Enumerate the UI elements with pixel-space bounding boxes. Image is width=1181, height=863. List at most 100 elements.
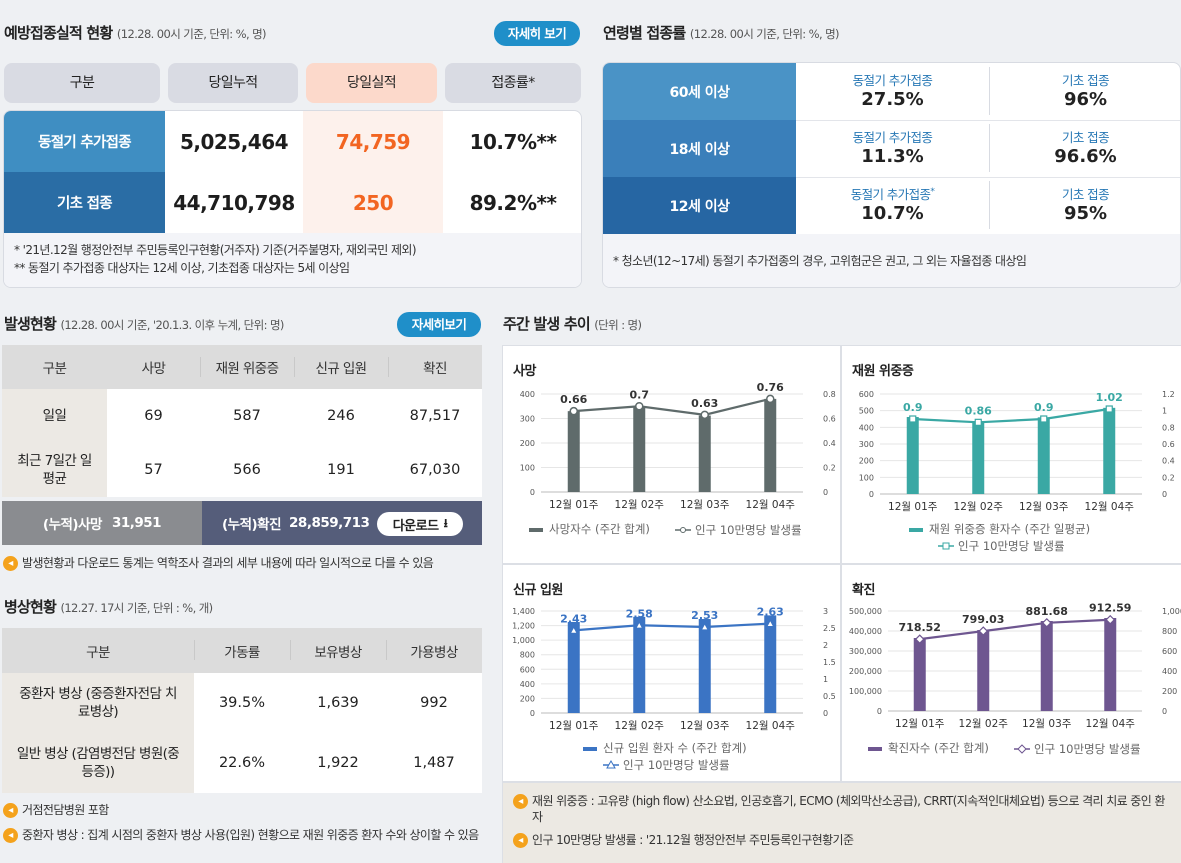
rate-line (573, 397, 771, 416)
y-tick-label: 100 (520, 464, 535, 473)
vaccination-table: 동절기 추가접종 5,025,464 74,759 10.7%** 기초 접종 … (3, 110, 582, 288)
y2-tick-label: 2 (823, 641, 828, 650)
y2-tick-label: 0.2 (1162, 473, 1175, 482)
y-tick-label: 0 (530, 488, 535, 497)
bar (972, 421, 985, 494)
bar (567, 411, 580, 492)
vacc-row-winter-cum: 5,025,464 (179, 129, 289, 154)
rate-label: 0.9 (1034, 401, 1054, 414)
rate-point (766, 394, 775, 404)
x-tick-label: 12월 03주 (680, 720, 730, 732)
y2-tick-label: 400 (1162, 667, 1177, 676)
bar (1040, 621, 1053, 711)
y2-tick-label: 0.5 (823, 692, 836, 701)
y2-tick-label: 0.4 (1162, 457, 1175, 466)
age-18-basic: 기초 접종 96.6% (1054, 130, 1117, 167)
bar (567, 621, 580, 713)
y-tick-label: 400 (520, 390, 535, 399)
chart-death-title: 사망 (513, 364, 536, 379)
x-tick-label: 12월 01주 (549, 720, 599, 732)
vacc-row-basic-daily: 250 (303, 172, 443, 233)
x-tick-label: 12월 04주 (746, 720, 796, 732)
x-tick-label: 12월 02주 (615, 499, 665, 511)
bar (764, 398, 777, 492)
age-12-label: 12세 이상 (603, 177, 796, 234)
weekly-note-2: ◂ 인구 10만명당 발생률 : '21.12월 행정안전부 주민등록인구현황기준 (513, 831, 1169, 849)
occurrence-note: ◂ 발생현황과 다운로드 통계는 역학조사 결과의 세부 내용에 따라 일시적으로… (3, 554, 434, 572)
vacc-row-basic-cum: 44,710,798 (173, 190, 295, 215)
age-rate-table: 60세 이상 18세 이상 12세 이상 동절기 추가접종 27.5% 기초 접종… (602, 62, 1181, 288)
bar (913, 638, 926, 711)
legend-bar-swatch (583, 747, 597, 751)
age-12-booster: 동절기 추가접종* 10.7% (850, 186, 935, 224)
legend-bar-label: 확진자수 (주간 합계) (888, 741, 989, 755)
rate-point (909, 415, 917, 423)
y-tick-label: 600 (859, 390, 874, 399)
chart-admission-svg: 0 200 400 600 800 1,000 1,200 1,400 0 0.5 1 1.5 2 2.5… (512, 606, 836, 772)
vaccination-detail-button[interactable]: 자세히 보기 (494, 21, 580, 46)
y2-tick-label: 200 (1162, 687, 1177, 696)
y-tick-label: 300,000 (849, 647, 882, 656)
occ-header-severe: 재원 위중증 (200, 345, 294, 389)
chart-death: 사망 0 100 200 300 400 0 0.2 0.4 0.6 0.8 12월 01주 12월 … (503, 346, 840, 563)
x-tick-label: 12월 02주 (615, 720, 665, 732)
weekly-note-1: ◂ 재원 위중증 : 고유량 (high flow) 산소요법, 인공호흡기, E… (513, 793, 1169, 825)
x-tick-label: 12월 03주 (1019, 501, 1069, 513)
x-tick-label: 12월 03주 (1022, 718, 1072, 730)
vacc-note-1: * '21년.12월 행정안전부 주민등록인구현황(거주자) 기준(거주불명자,… (14, 243, 417, 257)
occ-daily-admission: 246 (327, 408, 355, 424)
occurrence-title: 발생현황 (12.28. 00시 기준, '20.1.3. 이후 누계, 단위:… (4, 315, 284, 333)
bar (906, 417, 919, 494)
vaccination-title: 예방접종실적 현황 (12.28. 00시 기준, 단위: %, 명) (4, 24, 267, 42)
occ-week-death: 57 (144, 462, 163, 478)
y-tick-label: 200 (859, 457, 874, 466)
bed-general-available: 1,487 (413, 755, 455, 771)
bed-header-available: 가용병상 (386, 628, 482, 673)
bar (1037, 417, 1050, 494)
rate-label: 0.76 (757, 381, 784, 394)
rate-label: 799.03 (962, 613, 1004, 626)
rate-point (700, 410, 709, 420)
age-18-label: 18세 이상 (603, 120, 796, 177)
x-tick-label: 12월 01주 (549, 499, 599, 511)
rate-label: 0.66 (560, 393, 587, 406)
rate-point (1041, 617, 1052, 628)
x-tick-label: 12월 03주 (680, 499, 730, 511)
y-tick-label: 800 (520, 651, 535, 660)
occurrence-detail-button[interactable]: 자세히보기 (397, 312, 481, 337)
occ-header-category: 구분 (2, 345, 107, 389)
bar (977, 630, 990, 711)
bed-note-1: ◂ 거점전담병원 포함 (3, 801, 109, 819)
age-60-booster: 동절기 추가접종 27.5% (852, 73, 933, 110)
y2-tick-label: 800 (1162, 627, 1177, 636)
y2-tick-label: 0.8 (823, 390, 836, 399)
rate-point (634, 620, 644, 629)
legend-line-label: 인구 10만명당 발생률 (695, 523, 802, 537)
chart-admission-title: 신규 입원 (513, 583, 563, 598)
legend-bar-label: 사망자수 (주간 합계) (549, 522, 650, 536)
bed-icu-total: 1,639 (317, 695, 359, 711)
rate-point (1105, 405, 1113, 413)
rate-label: 2.53 (691, 609, 718, 622)
rate-label: 0.86 (965, 404, 992, 417)
vacc-header-daily: 당일실적 (306, 63, 437, 103)
rate-label: 2.43 (560, 612, 587, 625)
y2-tick-label: 1.2 (1162, 390, 1175, 399)
age-12-basic: 기초 접종 95% (1062, 187, 1110, 224)
occ-header-death: 사망 (107, 345, 200, 389)
occ-week-admission: 191 (327, 462, 355, 478)
rate-label: 718.52 (899, 621, 941, 634)
download-button[interactable]: 다운로드 ⭳ (377, 512, 463, 536)
legend-line-marker (680, 527, 686, 533)
cumulative-death-bar: (누적)사망 31,951 (2, 501, 202, 545)
weekly-notes: ◂ 재원 위중증 : 고유량 (high flow) 산소요법, 인공호흡기, E… (503, 783, 1181, 863)
rate-point (1040, 415, 1048, 423)
x-tick-label: 12월 04주 (1086, 718, 1136, 730)
rate-label: 2.58 (626, 607, 653, 620)
bed-icu-occupancy: 39.5% (218, 695, 266, 711)
x-tick-label: 12월 01주 (895, 718, 945, 730)
y-tick-label: 400,000 (849, 627, 882, 636)
y-tick-label: 300 (859, 440, 874, 449)
chart-severe-title: 재원 위중증 (852, 364, 914, 379)
y2-tick-label: 0 (1162, 490, 1167, 499)
